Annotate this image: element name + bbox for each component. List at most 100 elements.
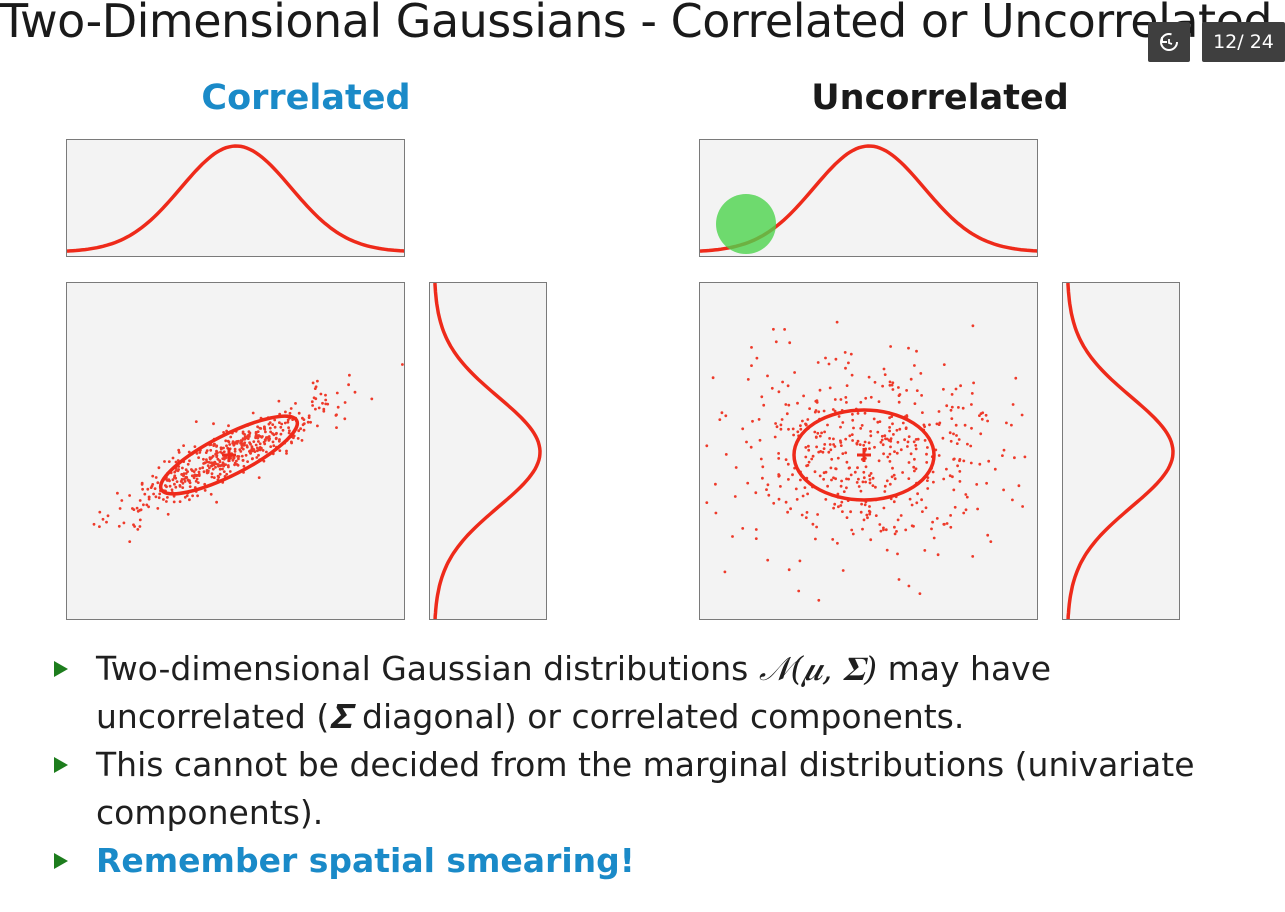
scatter-point [949, 439, 953, 443]
scatter-point [830, 478, 833, 482]
scatter-point [734, 466, 738, 469]
scatter-point [779, 423, 783, 427]
scatter-point [766, 483, 770, 487]
scatter-point [228, 443, 232, 446]
scatter-point [261, 449, 265, 452]
scatter-point [892, 433, 895, 436]
scatter-point [773, 435, 777, 439]
uncorrelated-scatter [699, 282, 1038, 620]
scatter-point [867, 375, 871, 379]
scatter-point [896, 518, 900, 522]
scatter-point [233, 447, 237, 451]
scatter-point [1017, 484, 1021, 488]
scatter-point [816, 361, 820, 364]
scatter-point [311, 404, 314, 407]
scatter-point [895, 428, 899, 432]
scatter-point [257, 448, 261, 452]
scatter-point [868, 447, 871, 450]
scatter-point [796, 401, 799, 405]
scatter-point [336, 405, 340, 409]
scatter-point [811, 454, 815, 458]
scatter-point [272, 433, 276, 437]
scatter-point [950, 417, 954, 420]
scatter-point [151, 483, 155, 486]
scatter-point [1002, 448, 1006, 452]
scatter-point [256, 446, 259, 450]
scatter-point [787, 478, 790, 481]
scatter-point [286, 418, 290, 422]
scatter-point [831, 408, 835, 411]
scatter-point [961, 406, 965, 410]
scatter-point [766, 374, 769, 378]
scatter-point [294, 402, 297, 405]
scatter-point [857, 485, 861, 488]
scatter-point [197, 474, 201, 477]
scatter-point [832, 443, 835, 446]
scatter-point [842, 490, 846, 493]
marginal-curve [1066, 283, 1175, 619]
scatter-point [188, 485, 192, 488]
scatter-point [146, 487, 150, 491]
scatter-point [864, 396, 868, 400]
scatter-point [799, 424, 802, 427]
scatter-point [750, 364, 753, 367]
scatter-point [741, 427, 745, 431]
scatter-point [864, 465, 868, 469]
scatter-point [243, 437, 247, 441]
scatter-point [888, 460, 892, 463]
scatter-point [811, 522, 815, 526]
scatter-point [979, 432, 983, 436]
scatter-point [840, 479, 843, 483]
scatter-point [233, 463, 237, 467]
marginal-curve [67, 144, 404, 253]
scatter-point [865, 513, 869, 517]
scatter-point [253, 450, 257, 453]
scatter-point [196, 494, 200, 498]
scatter-point [881, 443, 885, 447]
scatter-point [958, 480, 962, 483]
scatter-point [227, 424, 230, 428]
scatter-point [839, 504, 843, 507]
scatter-point [950, 405, 954, 409]
scatter-point [196, 481, 200, 484]
scatter-point [813, 470, 817, 474]
scatter-point [855, 442, 859, 446]
scatter-point [799, 478, 802, 482]
scatter-point [198, 467, 202, 470]
scatter-point [288, 411, 292, 415]
scatter-point [1001, 454, 1004, 457]
scatter-point [851, 418, 855, 422]
scatter-point [313, 387, 317, 390]
scatter-point [720, 411, 724, 415]
scatter-point [970, 426, 973, 430]
scatter-point [981, 411, 985, 415]
scatter-point [958, 459, 961, 463]
scatter-point [136, 528, 140, 531]
scatter-point [949, 514, 952, 517]
scatter-point [777, 390, 781, 394]
scatter-point [780, 418, 784, 421]
scatter-point [216, 463, 220, 466]
scatter-point [168, 479, 171, 483]
scatter-point [839, 425, 842, 429]
scatter-point [949, 408, 953, 412]
scatter-point [925, 461, 929, 464]
scatter-point [157, 496, 161, 500]
scatter-point [324, 398, 328, 402]
replay-button[interactable] [1148, 22, 1190, 62]
scatter-point [836, 541, 839, 545]
scatter-point [859, 510, 863, 514]
scatter-point [182, 444, 185, 447]
scatter-point [888, 482, 892, 486]
scatter-point [896, 552, 899, 556]
scatter-point [309, 420, 312, 424]
scatter-point [255, 456, 259, 459]
scatter-point [866, 516, 869, 520]
scatter-point [955, 434, 958, 437]
uncorrelated-heading: Uncorrelated [811, 78, 1069, 118]
uncorrelated-marginal-y [1062, 282, 1180, 620]
scatter-point [832, 437, 835, 441]
scatter-point [878, 523, 882, 526]
scatter-point [192, 474, 196, 478]
scatter-point [882, 367, 886, 371]
